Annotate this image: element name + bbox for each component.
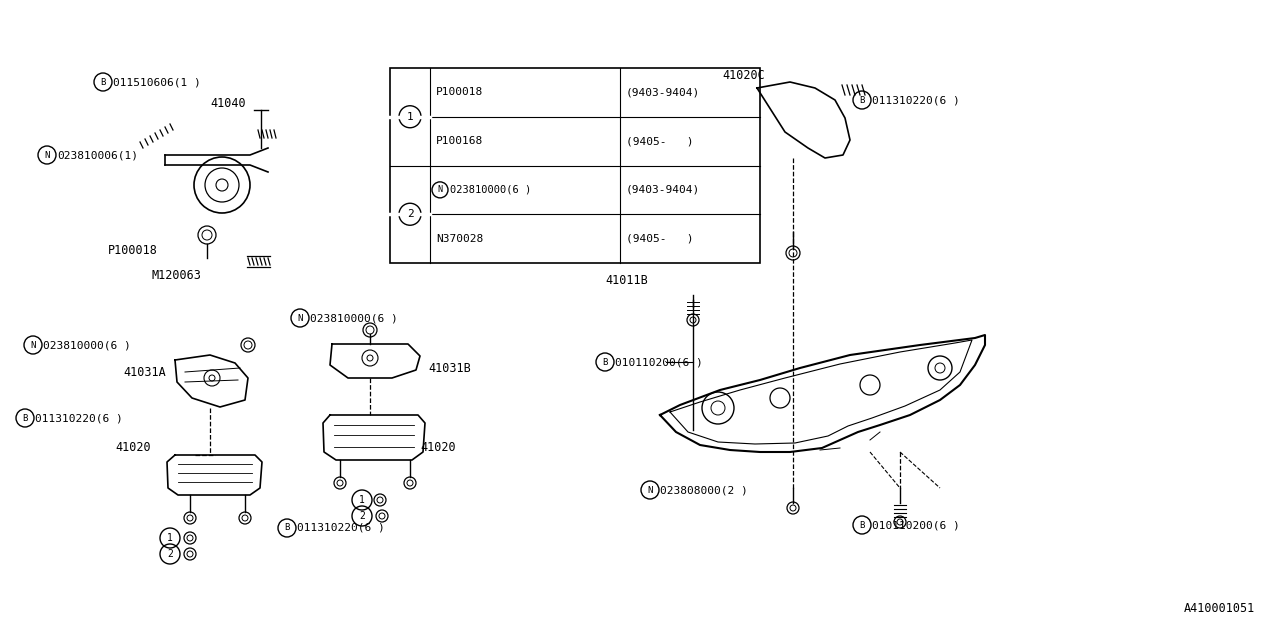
Text: P100168: P100168 [436, 136, 484, 146]
Text: B: B [859, 520, 865, 529]
Text: 010110200(6 ): 010110200(6 ) [614, 357, 703, 367]
Text: 010110200(6 ): 010110200(6 ) [872, 520, 960, 530]
Text: 1: 1 [407, 112, 413, 122]
Text: 1: 1 [360, 495, 365, 505]
Text: (9405-   ): (9405- ) [626, 234, 694, 244]
Bar [390, 68, 760, 263]
Text: B: B [603, 358, 608, 367]
Text: 011310220(6 ): 011310220(6 ) [35, 413, 123, 423]
Text: 023810000(6 ): 023810000(6 ) [451, 185, 531, 195]
Text: 41031A: 41031A [123, 365, 165, 378]
Text: N370028: N370028 [436, 234, 484, 244]
Text: N: N [648, 486, 653, 495]
Text: P100018: P100018 [436, 88, 484, 97]
Text: B: B [100, 77, 106, 86]
Text: N: N [31, 340, 36, 349]
Text: 41031B: 41031B [428, 362, 471, 374]
Text: N: N [438, 186, 443, 195]
Text: (9403-9404): (9403-9404) [626, 88, 700, 97]
Text: B: B [859, 95, 865, 104]
Text: 41020: 41020 [115, 440, 151, 454]
Text: 023810006(1): 023810006(1) [58, 150, 138, 160]
Text: N: N [297, 314, 302, 323]
Text: (9403-9404): (9403-9404) [626, 185, 700, 195]
Text: 2: 2 [407, 209, 413, 220]
Text: 2: 2 [360, 511, 365, 521]
Text: 41040: 41040 [210, 97, 246, 109]
Text: 41011B: 41011B [605, 273, 648, 287]
Text: 2: 2 [168, 549, 173, 559]
Text: B: B [22, 413, 28, 422]
Text: 023810000(6 ): 023810000(6 ) [310, 313, 398, 323]
Text: 011510606(1 ): 011510606(1 ) [113, 77, 201, 87]
Text: 41020C: 41020C [722, 68, 764, 81]
Text: 41020: 41020 [420, 440, 456, 454]
Text: A410001051: A410001051 [1184, 602, 1254, 615]
Text: 011310220(6 ): 011310220(6 ) [872, 95, 960, 105]
Text: 011310220(6 ): 011310220(6 ) [297, 523, 385, 533]
Text: 023808000(2 ): 023808000(2 ) [660, 485, 748, 495]
Text: M120063: M120063 [152, 269, 202, 282]
Text: 1: 1 [168, 533, 173, 543]
Text: (9405-   ): (9405- ) [626, 136, 694, 146]
Text: B: B [284, 524, 289, 532]
Text: P100018: P100018 [108, 243, 157, 257]
Text: 023810000(6 ): 023810000(6 ) [44, 340, 131, 350]
Text: N: N [45, 150, 50, 159]
